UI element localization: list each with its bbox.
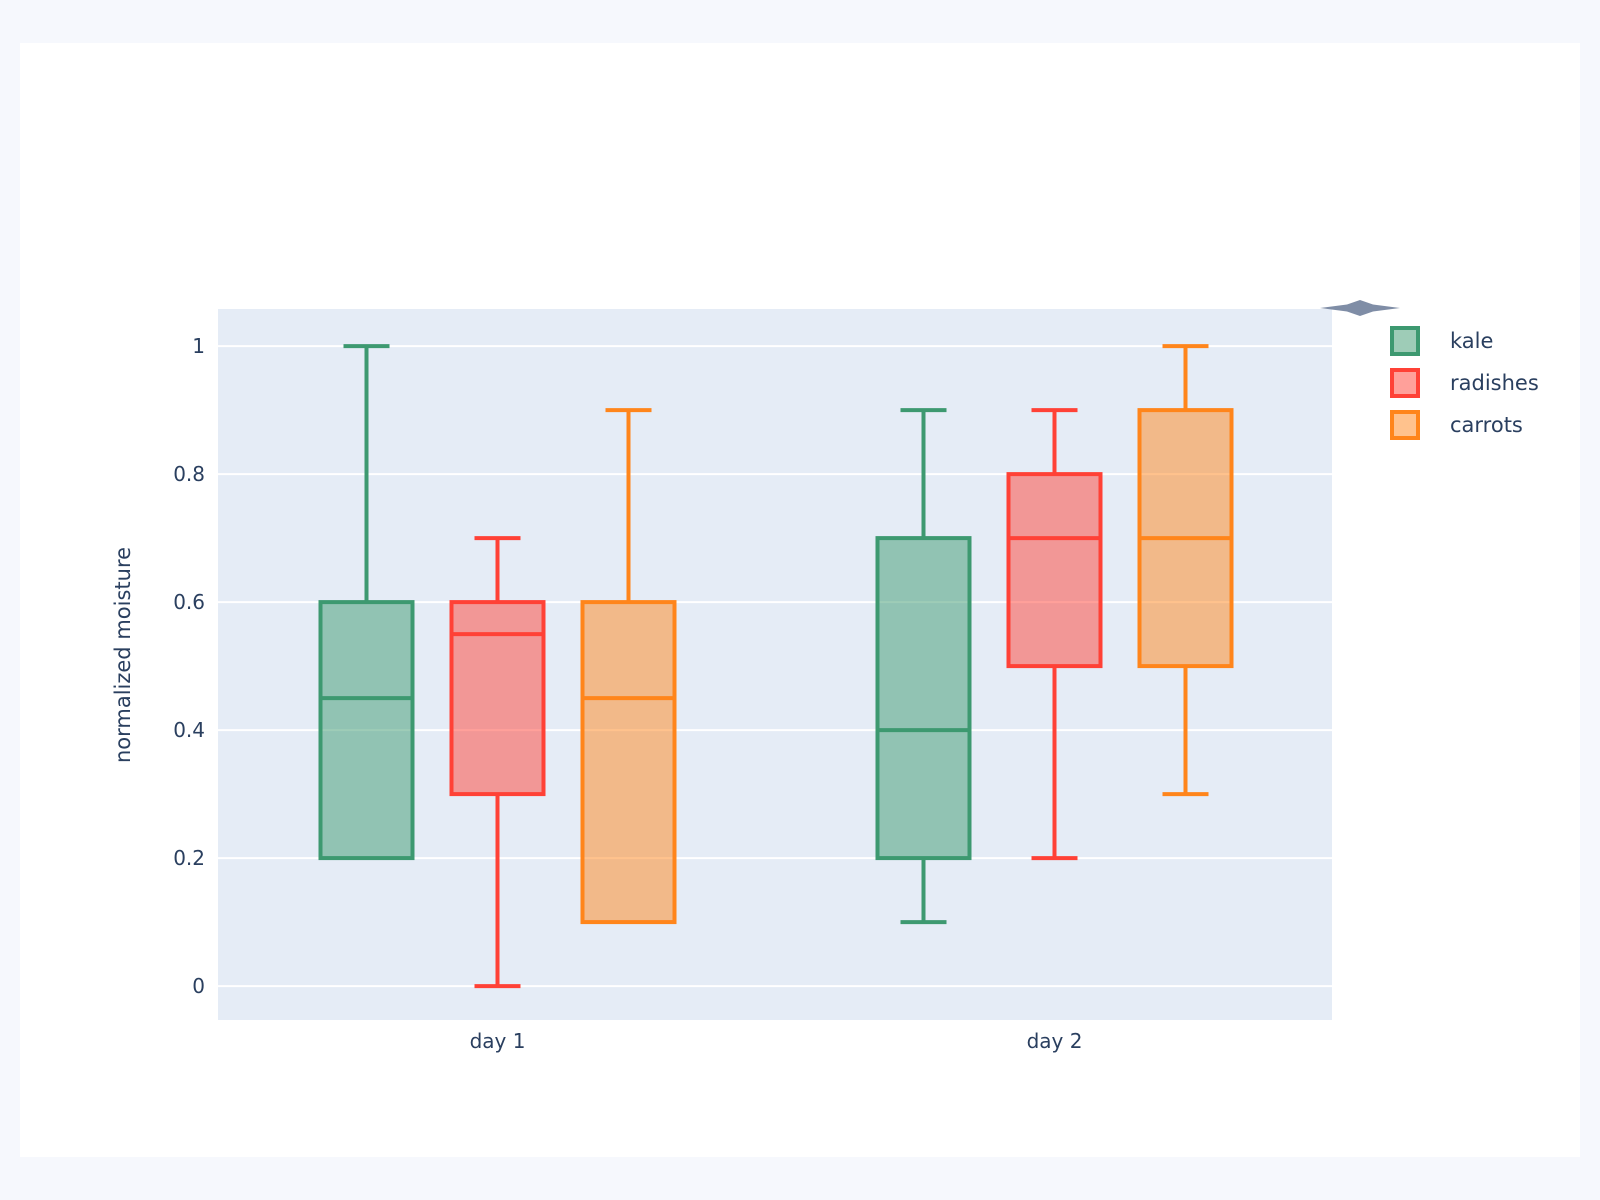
- plot-area[interactable]: [218, 309, 1332, 1020]
- box-rect: [580, 600, 677, 925]
- y-tick-label-0.4: 0.4: [173, 718, 205, 743]
- box-rect: [1006, 472, 1103, 669]
- y-tick-label-1: 1: [192, 334, 205, 359]
- box-carrots-day-2[interactable]: [1137, 344, 1234, 797]
- y-tick-label-0.6: 0.6: [173, 590, 205, 615]
- box-rect: [875, 536, 972, 861]
- box-radishes-day-2[interactable]: [1006, 408, 1103, 861]
- legend-swatch-icon: [1390, 410, 1420, 440]
- x-tick-label-day-1: day 1: [469, 1029, 526, 1053]
- x-tick-label-day-2: day 2: [1026, 1029, 1083, 1053]
- box-rect: [318, 600, 415, 861]
- box-kale-day-1[interactable]: [318, 344, 415, 861]
- legend-item-kale[interactable]: kale: [1390, 326, 1539, 356]
- legend-label: radishes: [1450, 371, 1539, 395]
- legend-item-carrots[interactable]: carrots: [1390, 410, 1539, 440]
- legend-label: kale: [1450, 329, 1494, 353]
- cursor-spindle-icon: [1320, 300, 1400, 316]
- legend-item-radishes[interactable]: radishes: [1390, 368, 1539, 398]
- y-tick-label-0.8: 0.8: [173, 462, 205, 487]
- box-radishes-day-1[interactable]: [449, 536, 546, 989]
- chart-card: normalized moisture 0 0.2 0.4 0.6 0.8 1 day 1…: [20, 43, 1580, 1157]
- box-carrots-day-1[interactable]: [580, 408, 677, 925]
- boxplot-canvas: [218, 309, 1332, 1020]
- legend-swatch-icon: [1390, 326, 1420, 356]
- legend-label: carrots: [1450, 413, 1523, 437]
- legend: kale radishes carrots: [1390, 326, 1539, 452]
- y-tick-label-0.2: 0.2: [173, 846, 205, 871]
- box-kale-day-2[interactable]: [875, 408, 972, 925]
- y-tick-label-0: 0: [192, 974, 205, 999]
- legend-swatch-icon: [1390, 368, 1420, 398]
- box-rect: [449, 600, 546, 797]
